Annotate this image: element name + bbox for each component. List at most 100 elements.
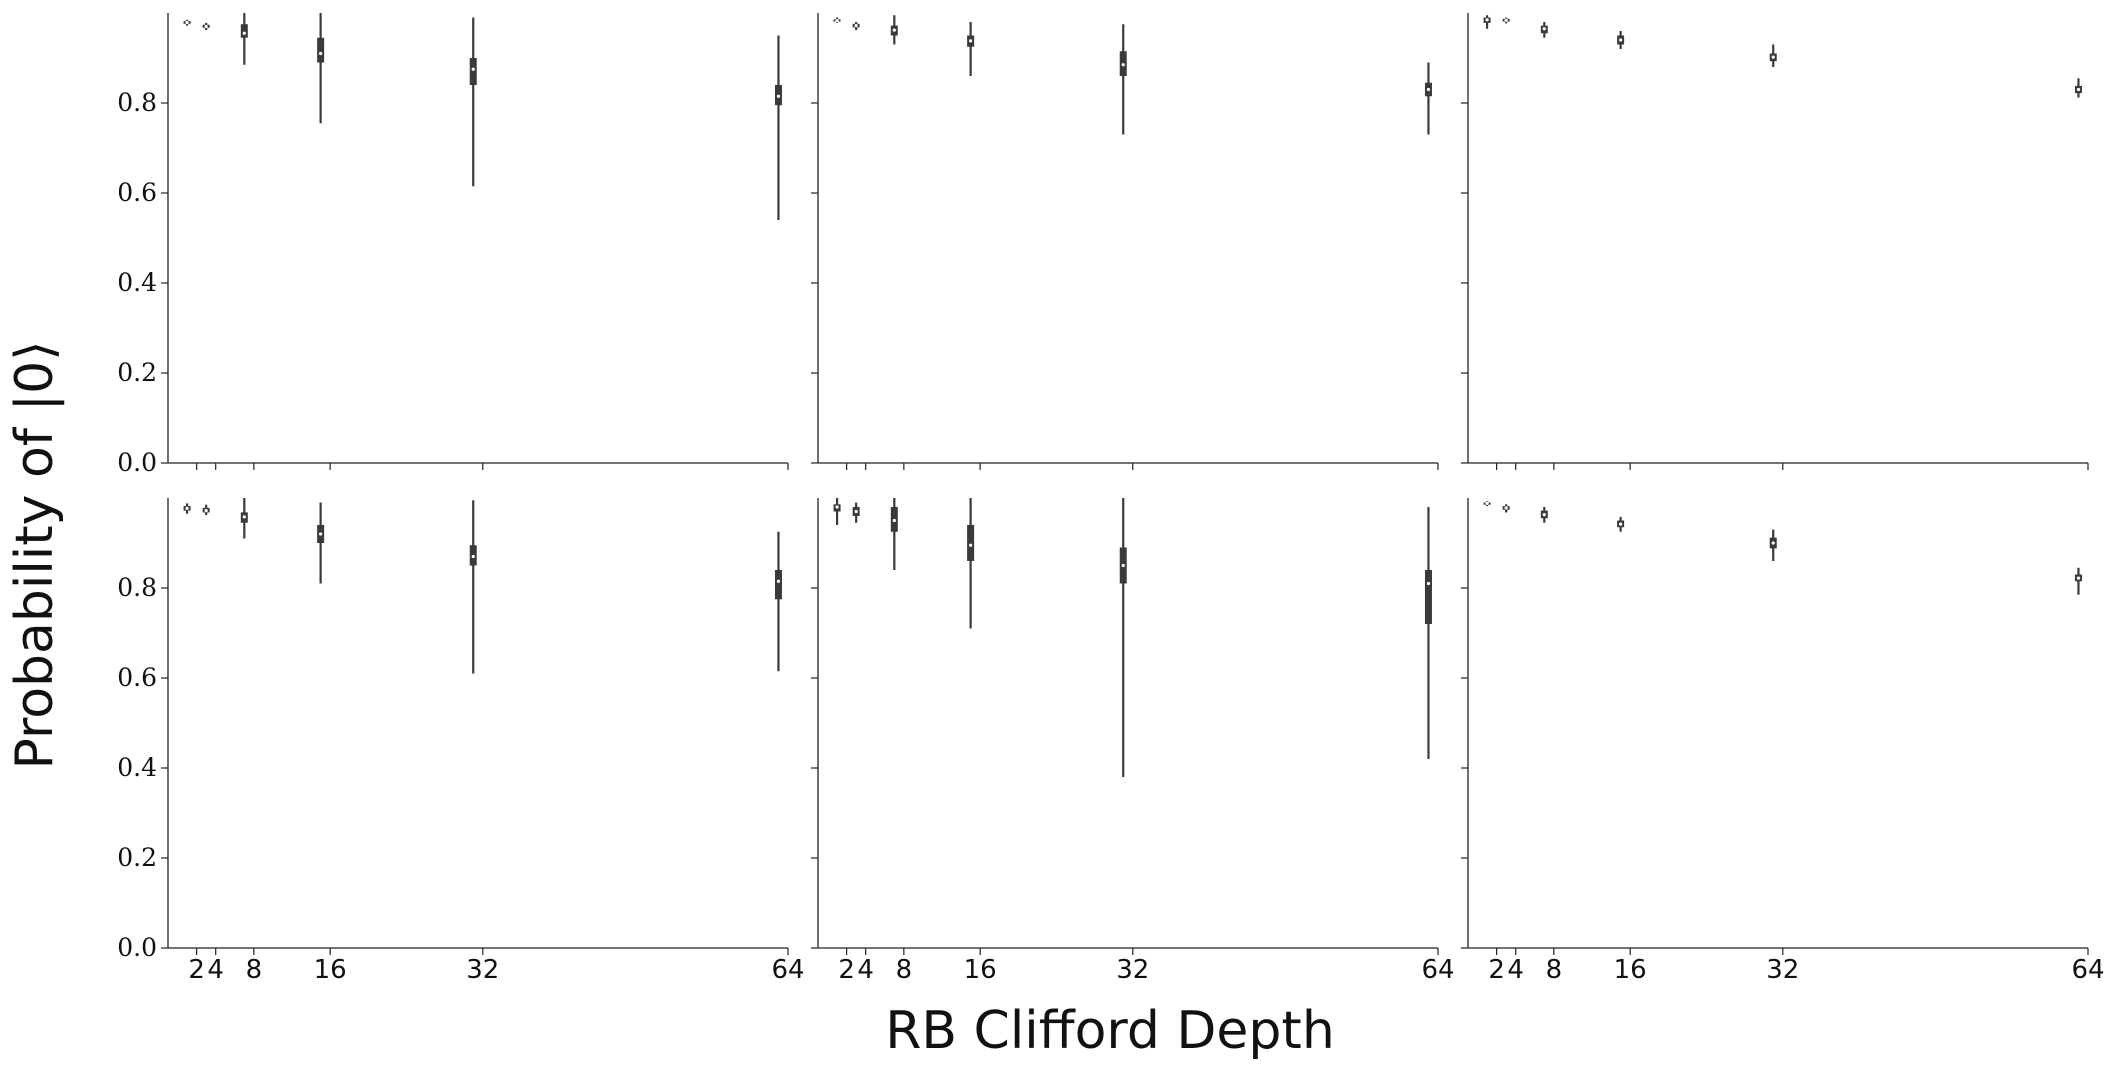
- violin: [317, 13, 325, 124]
- violin-iqr-box: [774, 570, 782, 600]
- violin: [890, 498, 898, 570]
- violin-median: [1542, 513, 1546, 517]
- violin: [2074, 567, 2082, 595]
- violin: [1540, 507, 1548, 523]
- violin-median: [319, 51, 323, 56]
- violin-median: [1426, 87, 1431, 92]
- violin: [1119, 24, 1127, 135]
- violin: [240, 13, 248, 65]
- violin: [183, 19, 191, 26]
- y-tick-label: 0.2: [117, 843, 157, 872]
- violin-median: [776, 94, 781, 98]
- y-tick-label: 0.0: [117, 933, 157, 962]
- x-tick-label: 64: [2071, 955, 2104, 985]
- violin-median: [471, 67, 475, 71]
- x-axis-label: RB Clifford Depth: [885, 1001, 1335, 1061]
- y-tick-label: 0.2: [117, 358, 157, 387]
- x-tick-label: 64: [771, 955, 804, 985]
- violin-median: [204, 24, 208, 29]
- violin-median: [776, 579, 781, 583]
- x-tick-label: 32: [1116, 955, 1149, 985]
- violin: [202, 22, 210, 31]
- violin-median: [471, 554, 475, 559]
- violin: [774, 531, 782, 672]
- violin: [890, 15, 898, 45]
- violin-median: [1121, 63, 1125, 67]
- x-tick-label: 8: [246, 955, 263, 985]
- y-axis-label: Probability of |0⟩: [5, 341, 65, 770]
- violin-median: [2076, 87, 2081, 92]
- violin-iqr-box: [1424, 570, 1432, 624]
- violin-median: [1504, 506, 1508, 510]
- violin-median: [854, 24, 858, 28]
- y-tick-label: 0.8: [117, 573, 157, 602]
- panel-6: 2 4 8 16 32 64: [1461, 498, 2105, 985]
- violin-median: [1426, 581, 1431, 586]
- y-tick-label: 0.4: [117, 268, 157, 297]
- panels: 0.00.20.40.60.80.00.20.40.60.82 4 8 16 32 64 2…: [117, 13, 2105, 985]
- violin: [183, 503, 191, 514]
- x-tick-label: 16: [1614, 955, 1647, 985]
- violin-median: [1485, 18, 1489, 22]
- violin: [1424, 507, 1432, 759]
- violin-median: [835, 19, 839, 23]
- violin: [967, 498, 975, 629]
- violin-median: [1771, 541, 1775, 545]
- violin: [1483, 15, 1491, 29]
- violin: [469, 500, 477, 674]
- violin: [1617, 31, 1625, 49]
- x-tick-label: 16: [314, 955, 347, 985]
- x-tick-label: 8: [1546, 955, 1563, 985]
- panel-3: [1461, 13, 2089, 470]
- violin: [1502, 17, 1510, 24]
- violin: [1769, 529, 1777, 561]
- violin: [1540, 22, 1548, 38]
- panel-2: [811, 13, 1439, 470]
- violin: [1483, 501, 1491, 507]
- violin: [469, 17, 477, 187]
- violin-median: [835, 505, 839, 509]
- violin-median: [242, 31, 246, 35]
- violin: [833, 498, 841, 525]
- x-tick-label: 4: [857, 955, 874, 985]
- violin: [1769, 44, 1777, 67]
- x-tick-label: 2: [1488, 955, 1505, 985]
- y-tick-label: 0.6: [117, 663, 157, 692]
- y-tick-label: 0.6: [117, 178, 157, 207]
- x-tick-label: 4: [207, 955, 224, 985]
- panel-4: 0.0 0.2 0.4 0.6 0.8 2 4 8 16 32 64: [117, 498, 805, 985]
- violin-iqr-box: [967, 525, 975, 561]
- violin: [852, 22, 860, 31]
- x-tick-label: 4: [1507, 955, 1524, 985]
- violin: [852, 502, 860, 523]
- violin: [833, 17, 841, 23]
- violin: [1424, 62, 1432, 135]
- violin-iqr-box: [317, 37, 325, 63]
- x-tick-label: 16: [964, 955, 997, 985]
- panel-1: 0.0 0.2 0.4 0.6 0.8: [117, 13, 789, 477]
- violin-iqr-box: [240, 24, 248, 38]
- violin: [1502, 504, 1510, 513]
- y-tick-label: 0.4: [117, 753, 157, 782]
- violin-median: [969, 543, 973, 547]
- violin-median: [2076, 576, 2081, 580]
- x-tick-label: 32: [1766, 955, 1799, 985]
- violin: [1617, 516, 1625, 532]
- violin-median: [1504, 18, 1508, 22]
- violin: [967, 22, 975, 76]
- violin: [774, 35, 782, 220]
- violin: [240, 498, 248, 539]
- violin-median: [969, 39, 973, 43]
- x-tick-label: 64: [1421, 955, 1454, 985]
- violin-median: [1771, 55, 1775, 59]
- violin-median: [1485, 501, 1489, 505]
- x-tick-label: 32: [466, 955, 499, 985]
- panel-5: 2 4 8 16 32 64: [811, 498, 1455, 985]
- violin-median: [185, 506, 189, 510]
- x-tick-label: 2: [188, 955, 205, 985]
- violin: [317, 502, 325, 584]
- y-tick-label: 0.8: [117, 88, 157, 117]
- violin-median: [319, 532, 323, 536]
- violin: [1119, 498, 1127, 777]
- x-tick-label: 2: [838, 955, 855, 985]
